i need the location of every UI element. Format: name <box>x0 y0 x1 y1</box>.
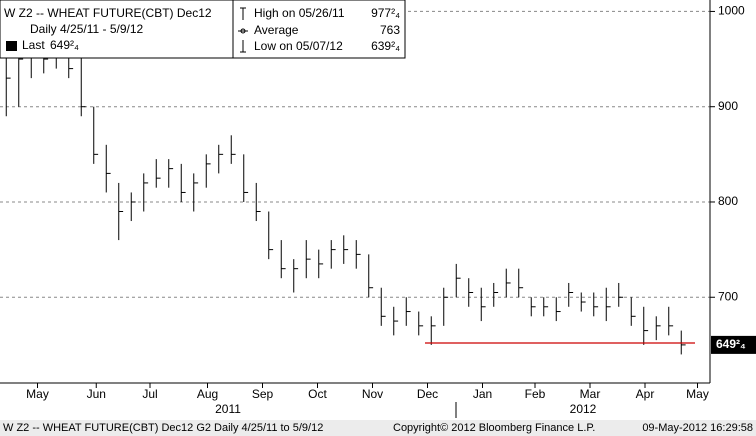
legend-last-value: 649²₄ <box>50 38 79 52</box>
legend-last: Last <box>22 38 45 52</box>
legend-value: 763 <box>380 23 400 37</box>
marks <box>5 33 695 355</box>
footer-center: Copyright© 2012 Bloomberg Finance L.P. <box>393 422 595 434</box>
legend-label: Low on 05/07/12 <box>254 39 343 53</box>
x-tick-label: Aug <box>197 387 218 401</box>
legend-label: Average <box>254 23 299 37</box>
last-price-box <box>711 335 756 354</box>
subtitle: Daily 4/25/11 - 5/9/12 <box>30 22 144 36</box>
legend-icon <box>240 7 246 20</box>
x-tick-label: May <box>26 387 49 401</box>
year-label: 2011 <box>215 402 241 416</box>
legend-box <box>0 0 406 59</box>
footer-right: 09-May-2012 16:29:58 <box>642 422 753 434</box>
legend-icon <box>238 28 248 34</box>
legend-value: 977²₄ <box>371 6 400 20</box>
x-tick-label: Jul <box>142 387 157 401</box>
legend-label: High on 05/26/11 <box>254 6 345 20</box>
footer-bar <box>0 420 756 436</box>
last-price-label: 649²₄ <box>716 337 746 351</box>
x-tick-label: Jun <box>87 387 106 401</box>
legend-swatch <box>6 41 17 51</box>
x-tick-label: Nov <box>362 387 383 401</box>
year-label: 2012 <box>570 402 597 416</box>
y-tick-label: 700 <box>718 289 738 303</box>
y-tick-label: 800 <box>718 194 738 208</box>
x-tick-label: Feb <box>525 387 546 401</box>
x-tick-label: Jan <box>473 387 492 401</box>
x-tick-label: May <box>686 387 709 401</box>
x-tick-label: Apr <box>636 387 655 401</box>
x-tick-label: Mar <box>580 387 601 401</box>
chart-title: W Z2 -- WHEAT FUTURE(CBT) Dec12 <box>4 6 212 20</box>
x-tick-label: Dec <box>417 387 438 401</box>
y-tick-label: 900 <box>718 99 738 113</box>
y-tick-label: 1000 <box>718 4 745 18</box>
x-tick-label: Sep <box>252 387 274 401</box>
legend-icon <box>240 40 246 53</box>
footer-left: W Z2 -- WHEAT FUTURE(CBT) Dec12 G2 Daily… <box>3 422 323 434</box>
x-tick-label: Oct <box>308 387 327 401</box>
legend-value: 639²₄ <box>371 39 400 53</box>
